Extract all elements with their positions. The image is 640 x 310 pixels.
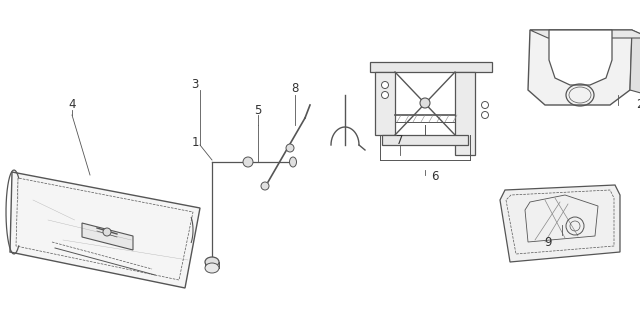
Polygon shape bbox=[528, 30, 632, 105]
Polygon shape bbox=[500, 185, 620, 262]
Text: 7: 7 bbox=[396, 134, 404, 147]
Polygon shape bbox=[455, 72, 475, 155]
Circle shape bbox=[243, 157, 253, 167]
Circle shape bbox=[481, 101, 488, 108]
Ellipse shape bbox=[289, 157, 296, 167]
Text: 6: 6 bbox=[431, 170, 439, 184]
Text: 9: 9 bbox=[544, 236, 552, 249]
Text: 1: 1 bbox=[191, 135, 199, 148]
Circle shape bbox=[286, 144, 294, 152]
Text: 8: 8 bbox=[291, 82, 299, 95]
Polygon shape bbox=[10, 172, 200, 288]
Ellipse shape bbox=[205, 263, 219, 273]
Circle shape bbox=[381, 91, 388, 99]
Ellipse shape bbox=[205, 257, 219, 267]
Text: 5: 5 bbox=[254, 104, 262, 117]
Polygon shape bbox=[370, 62, 492, 72]
Polygon shape bbox=[382, 135, 468, 145]
Circle shape bbox=[103, 228, 111, 236]
Circle shape bbox=[420, 98, 430, 108]
Text: 2: 2 bbox=[636, 99, 640, 112]
Polygon shape bbox=[530, 30, 640, 38]
Circle shape bbox=[481, 112, 488, 118]
Polygon shape bbox=[375, 72, 395, 135]
Polygon shape bbox=[549, 30, 612, 85]
Circle shape bbox=[261, 182, 269, 190]
Polygon shape bbox=[82, 223, 133, 250]
Text: 4: 4 bbox=[68, 99, 76, 112]
Polygon shape bbox=[630, 30, 640, 95]
Text: 3: 3 bbox=[191, 78, 198, 91]
Circle shape bbox=[381, 82, 388, 88]
